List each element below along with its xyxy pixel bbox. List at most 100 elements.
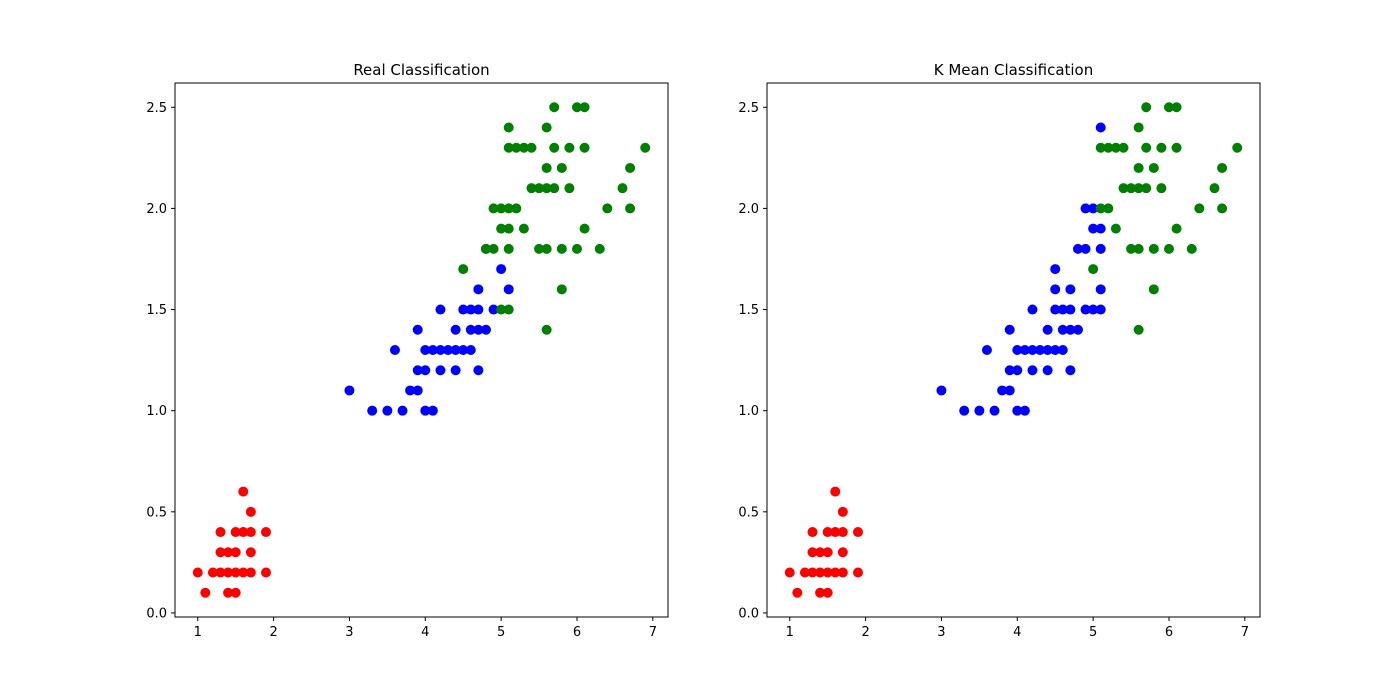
blue-point xyxy=(465,345,476,355)
green-point xyxy=(549,102,560,113)
red-point xyxy=(853,527,864,538)
green-point xyxy=(625,162,636,173)
blue-point xyxy=(412,385,423,396)
blue-point xyxy=(427,345,438,355)
green-point xyxy=(496,223,507,234)
blue-point xyxy=(1072,243,1083,254)
green-point xyxy=(480,243,491,254)
axes-frame xyxy=(766,82,1261,618)
blue-point xyxy=(450,324,461,335)
blue-point xyxy=(1019,345,1030,355)
red-point xyxy=(238,567,249,578)
red-point xyxy=(245,567,256,578)
blue-point xyxy=(443,345,454,355)
green-point xyxy=(1133,324,1144,335)
blue-point xyxy=(1057,324,1068,335)
green-point xyxy=(1118,183,1129,194)
green-point xyxy=(541,243,552,254)
red-point xyxy=(830,486,841,497)
green-point xyxy=(526,142,537,153)
green-point xyxy=(496,304,507,315)
ticks: 1 2 3 4 5 6 7 0.0 0.5 1.0 1.5 2.0 2.5 xyxy=(146,101,657,640)
blue-point xyxy=(1027,365,1038,376)
red-point xyxy=(192,567,203,578)
green-point xyxy=(571,243,582,254)
red-point xyxy=(792,587,803,598)
green-point xyxy=(564,142,575,153)
blue-point xyxy=(344,385,355,396)
blue-point xyxy=(1065,304,1076,315)
green-point xyxy=(534,243,545,254)
green-point xyxy=(1095,142,1106,153)
blue-point xyxy=(480,324,491,335)
blue-point xyxy=(367,405,378,416)
blue-point xyxy=(473,365,484,376)
green-point xyxy=(503,223,514,234)
green-point xyxy=(1194,203,1205,214)
scatter-points xyxy=(784,102,1243,598)
blue-point xyxy=(1088,203,1099,214)
blue-point xyxy=(488,304,499,315)
red-point xyxy=(261,567,272,578)
blue-point xyxy=(465,324,476,335)
blue-point xyxy=(1057,304,1068,315)
blue-point xyxy=(412,365,423,376)
red-point xyxy=(830,527,841,538)
blue-point xyxy=(420,405,431,416)
y-tick-label: 1.0 xyxy=(146,404,167,419)
green-point xyxy=(1126,243,1137,254)
green-point xyxy=(602,203,613,214)
blue-point xyxy=(936,385,947,396)
blue-point xyxy=(1004,385,1015,396)
green-point xyxy=(640,142,651,153)
blue-point xyxy=(1095,284,1106,295)
axes-frame xyxy=(174,82,669,618)
blue-point xyxy=(1012,405,1023,416)
blue-point xyxy=(1042,345,1053,355)
green-point xyxy=(1156,183,1167,194)
y-tick-label: 2.0 xyxy=(738,202,759,217)
x-tick-label: 5 xyxy=(497,625,505,640)
blue-point xyxy=(1050,284,1061,295)
green-point xyxy=(579,102,590,113)
green-point xyxy=(564,183,575,194)
blue-point xyxy=(450,365,461,376)
blue-point xyxy=(1004,365,1015,376)
y-tick-label: 2.5 xyxy=(146,101,167,116)
red-point xyxy=(223,567,234,578)
red-point xyxy=(200,587,211,598)
blue-point xyxy=(458,345,469,355)
red-point xyxy=(815,587,826,598)
blue-point xyxy=(1095,304,1106,315)
red-point xyxy=(245,547,256,558)
green-point xyxy=(503,304,514,315)
green-point xyxy=(511,203,522,214)
red-point xyxy=(261,527,272,538)
blue-point xyxy=(1065,284,1076,295)
y-tick-label: 0.5 xyxy=(738,505,759,520)
green-point xyxy=(526,183,537,194)
x-tick-label: 2 xyxy=(861,625,869,640)
x-tick-label: 6 xyxy=(1165,625,1173,640)
blue-point xyxy=(1012,365,1023,376)
blue-point xyxy=(997,385,1008,396)
red-point xyxy=(822,547,833,558)
green-point xyxy=(511,142,522,153)
red-point xyxy=(830,567,841,578)
red-point xyxy=(245,527,256,538)
blue-point xyxy=(1080,203,1091,214)
blue-point xyxy=(473,324,484,335)
red-point xyxy=(238,527,249,538)
x-tick-label: 4 xyxy=(1013,625,1021,640)
red-point xyxy=(784,567,795,578)
blue-point xyxy=(1042,365,1053,376)
y-tick-label: 1.5 xyxy=(738,303,759,318)
green-point xyxy=(594,243,605,254)
green-point xyxy=(1110,142,1121,153)
green-point xyxy=(1232,142,1243,153)
y-tick-label: 1.5 xyxy=(146,303,167,318)
x-tick-label: 1 xyxy=(786,625,794,640)
green-point xyxy=(1171,223,1182,234)
green-point xyxy=(1103,203,1114,214)
